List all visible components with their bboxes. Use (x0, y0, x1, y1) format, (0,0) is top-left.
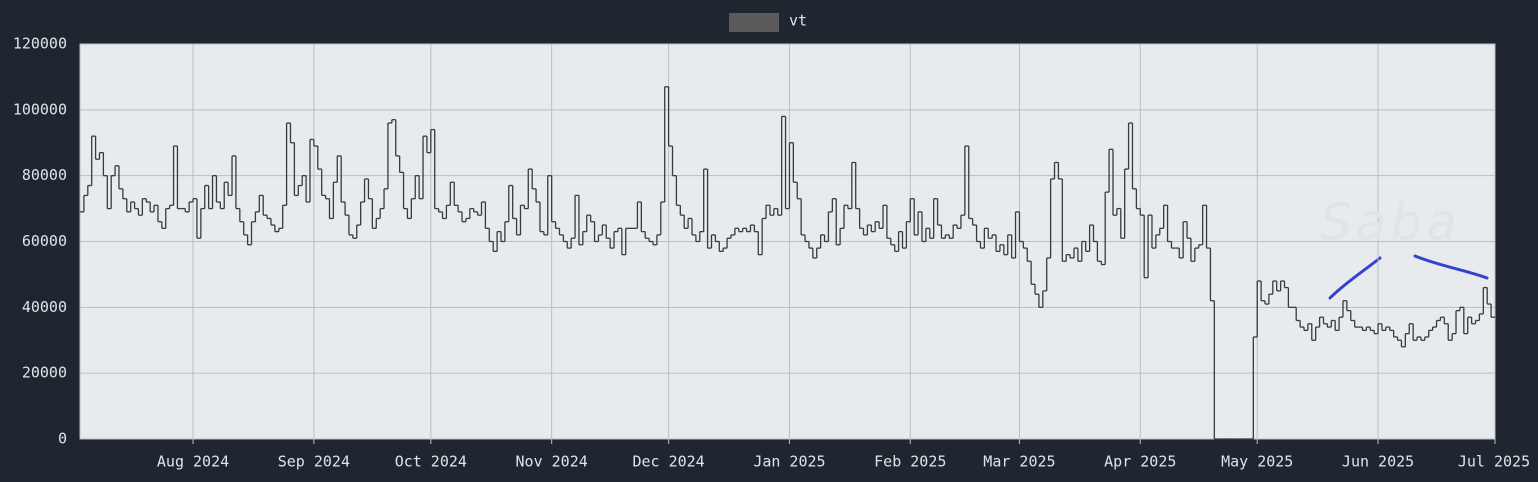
y-tick-label: 40000 (22, 298, 67, 316)
y-tick-label: 60000 (22, 232, 67, 250)
x-tick-label: Sep 2024 (278, 453, 350, 471)
y-tick-label: 20000 (22, 364, 67, 382)
x-tick-label: Feb 2025 (874, 453, 946, 471)
annotation-stroke (1328, 254, 1489, 300)
x-tick-label: Mar 2025 (983, 453, 1055, 471)
x-tick-label: Nov 2024 (516, 453, 588, 471)
x-tick-label: Jan 2025 (753, 453, 825, 471)
x-tick-label: Dec 2024 (632, 453, 704, 471)
step-riser (83, 86, 1492, 439)
legend-swatch (729, 13, 779, 32)
y-tick-label: 80000 (22, 166, 67, 184)
x-tick-label: Jul 2025 (1458, 453, 1530, 471)
y-tick-label: 0 (58, 430, 67, 448)
x-tick-label: Aug 2024 (157, 453, 229, 471)
y-tick-label: 100000 (13, 100, 67, 118)
y-tick-label: 120000 (13, 35, 67, 53)
x-tick-label: May 2025 (1221, 453, 1293, 471)
annotation: Saba (1320, 194, 1461, 252)
legend-label: vt (789, 12, 807, 30)
plot-border (79, 43, 1496, 440)
x-tick-label: Oct 2024 (395, 453, 467, 471)
x-tick-label: Apr 2025 (1104, 453, 1176, 471)
x-tick-label: Jun 2025 (1342, 453, 1414, 471)
